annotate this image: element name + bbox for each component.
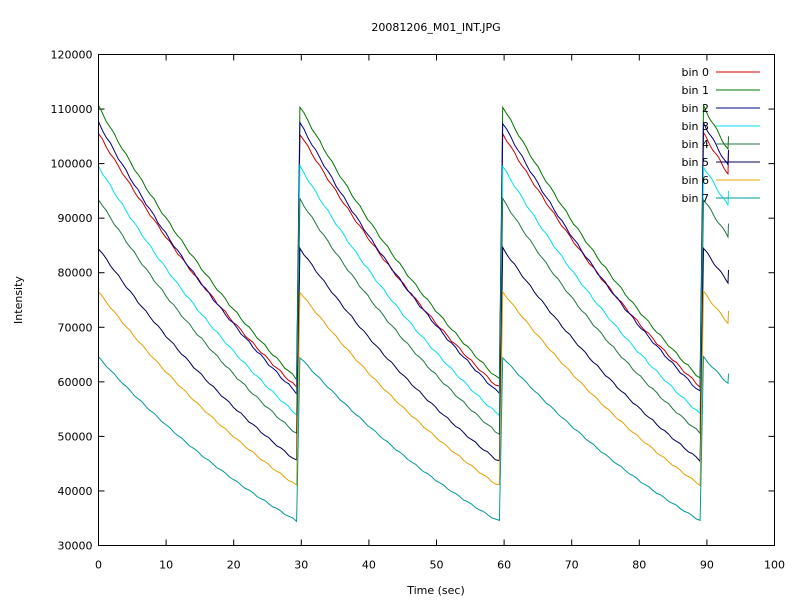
series-line-bin-2 [98,120,729,396]
series-line-bin-0 [98,130,729,389]
series-line-bin-7 [98,355,729,523]
y-tick-label: 80000 [58,267,93,280]
legend-label: bin 7 [681,192,709,205]
y-tick-label: 30000 [58,540,93,553]
legend-label: bin 3 [681,120,709,133]
axis-ticks: 0 10 20 30 40 50 60 70 80 90 100 30000 40000 50000 600… [51,49,786,572]
series-line-bin-4 [98,196,729,436]
x-tick-label: 10 [159,559,173,572]
x-tick-label: 80 [632,559,646,572]
legend-label: bin 5 [681,156,709,169]
legend-label: bin 0 [681,66,709,79]
y-tick-label: 70000 [58,321,93,334]
chart-title: 20081206_M01_INT.JPG [371,21,500,34]
y-tick-label: 120000 [51,49,93,62]
x-tick-label: 40 [362,559,376,572]
x-tick-label: 70 [565,559,579,572]
x-axis-label: Time (sec) [406,584,465,597]
legend-label: bin 4 [681,138,709,151]
legend-label: bin 6 [681,174,709,187]
series-line-bin-5 [98,245,729,463]
y-tick-label: 110000 [51,103,93,116]
series-line-bin-1 [98,104,729,382]
x-tick-label: 30 [294,559,308,572]
y-tick-label: 90000 [58,212,93,225]
x-tick-label: 60 [497,559,511,572]
legend-label: bin 2 [681,102,709,115]
y-tick-label: 60000 [58,376,93,389]
x-tick-label: 20 [227,559,241,572]
y-tick-label: 100000 [51,158,93,171]
y-axis-label: Intensity [12,276,25,324]
x-tick-label: 100 [764,559,785,572]
y-tick-label: 50000 [58,430,93,443]
legend-label: bin 1 [681,84,709,97]
x-tick-label: 50 [430,559,444,572]
x-tick-label: 0 [95,559,102,572]
series-line-bin-3 [98,163,729,417]
x-tick-label: 90 [700,559,714,572]
series-line-bin-6 [98,289,729,487]
y-tick-label: 40000 [58,485,93,498]
plot-frame [98,54,775,546]
plot-series [98,104,729,523]
legend: bin 0 bin 1 bin 2 bin 3 bin 4 bin 5 bin 6 bin 7 [681,66,760,205]
